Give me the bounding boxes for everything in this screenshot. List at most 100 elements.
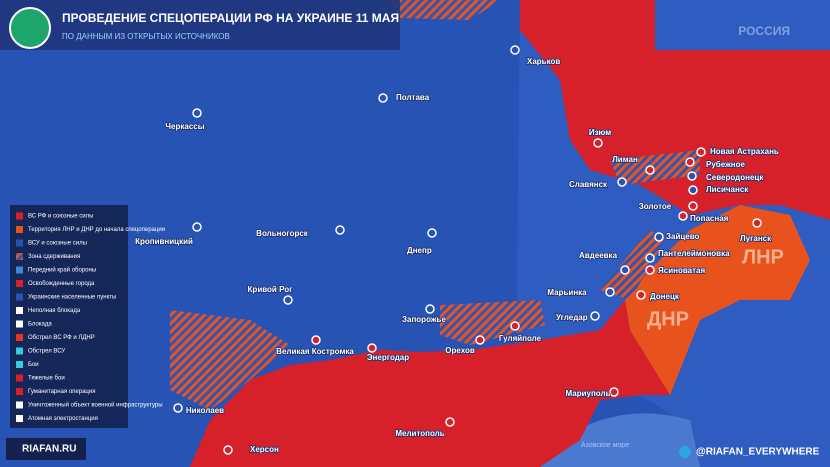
city-marker	[654, 232, 664, 242]
legend-swatch	[16, 374, 23, 382]
city-label: Изюм	[589, 128, 611, 137]
city-label: Полтава	[396, 93, 430, 102]
city-marker	[687, 171, 697, 181]
legend-swatch	[16, 347, 23, 355]
legend-label: Зона сдерживания	[28, 254, 80, 260]
city-label: Мариуполь	[566, 389, 611, 398]
legend-swatch	[16, 239, 23, 247]
city-marker	[605, 287, 615, 297]
legend-label: Передний край обороны	[28, 267, 96, 274]
city-label: Золотое	[639, 202, 672, 211]
city-label: Вольногорск	[256, 229, 309, 238]
city-marker	[593, 138, 603, 148]
legend-label: Блокада	[28, 322, 52, 328]
city-label: Харьков	[527, 57, 560, 66]
city-marker	[311, 335, 321, 345]
legend-box	[10, 205, 128, 428]
city-label: Черкассы	[165, 122, 204, 131]
city-marker	[335, 225, 345, 235]
city-marker	[609, 387, 619, 397]
city-label: Кривой Рог	[248, 285, 294, 294]
city-label: Великая Костромка	[276, 347, 354, 356]
russian-controlled	[655, 50, 830, 220]
city-label: Ясиноватая	[658, 266, 705, 275]
city-label: Северодонецк	[706, 173, 764, 182]
city-label: Гуляйполе	[499, 334, 542, 343]
legend-label: ВСУ и союзные силы	[28, 241, 87, 247]
sea-label: Азовское море	[581, 442, 629, 449]
city-marker	[685, 157, 695, 167]
city-label: Рубежное	[706, 160, 745, 169]
legend-swatch	[16, 320, 23, 328]
lnr-dnr-territory	[625, 205, 810, 395]
legend-swatch	[16, 253, 23, 260]
russian-controlled	[190, 300, 670, 467]
city-label: Лиман	[612, 155, 638, 164]
city-label: Славянск	[569, 180, 608, 189]
legend-label: Уничтоженный объект военной инфраструкту…	[28, 402, 163, 409]
legend-label: Атомная электростанция	[28, 416, 98, 422]
city-label: Николаев	[186, 406, 224, 415]
legend-swatch	[16, 266, 23, 274]
containment-zone	[170, 0, 700, 410]
subtitle: ПО ДАННЫМ ИЗ ОТКРЫТЫХ ИСТОЧНИКОВ	[62, 32, 230, 41]
city-marker	[425, 304, 435, 314]
city-label: Марьинка	[547, 288, 587, 297]
city-label: Авдеевка	[579, 251, 618, 260]
country-label: РОССИЯ	[738, 24, 790, 38]
city-marker	[445, 417, 455, 427]
city-label: Донецк	[650, 292, 680, 301]
legend-label: Гуманитарная операция	[28, 389, 95, 395]
telegram-icon	[679, 446, 691, 458]
city-marker	[378, 93, 388, 103]
legend-label: Обстрел ВСУ	[28, 349, 65, 355]
footer-box	[6, 438, 86, 460]
city-marker	[636, 290, 646, 300]
legend-swatch	[16, 293, 23, 301]
legend-swatch	[16, 280, 23, 287]
city-marker	[192, 222, 202, 232]
city-marker	[645, 253, 655, 263]
city-label: Запорожье	[402, 315, 446, 324]
legend-label: Неполная блокада	[28, 308, 81, 314]
city-label: Угледар	[556, 313, 588, 322]
city-marker	[427, 228, 437, 238]
legend-swatch	[16, 307, 23, 314]
region-label: ДНР	[647, 308, 689, 330]
city-marker	[510, 45, 520, 55]
city-label: Зайцево	[666, 232, 700, 241]
city-marker	[510, 321, 520, 331]
city-marker	[192, 108, 202, 118]
city-marker	[678, 211, 688, 221]
title: ПРОВЕДЕНИЕ СПЕЦОПЕРАЦИИ РФ НА УКРАИНЕ 11…	[62, 11, 399, 25]
city-label: Луганск	[740, 234, 772, 243]
legend-label: Украинские населенные пункты	[28, 295, 116, 301]
legend-label: Обстрел ВС РФ и ЛДНР	[28, 335, 95, 341]
city-marker	[620, 265, 630, 275]
city-label: Лисичанск	[706, 185, 749, 194]
city-label: Новая Астрахань	[710, 147, 779, 156]
legend-label: Бои	[28, 362, 39, 368]
city-marker	[645, 265, 655, 275]
legend-swatch	[16, 415, 23, 422]
legend-swatch	[16, 401, 23, 409]
handle: @RIAFAN_EVERYWHERE	[696, 447, 820, 458]
sea	[540, 413, 700, 467]
city-marker	[475, 335, 485, 345]
legend-label: Тяжелые бои	[28, 376, 65, 382]
legend-swatch	[16, 212, 23, 220]
city-marker	[283, 295, 293, 305]
city-marker	[688, 201, 698, 211]
legend-label: Освобожденные города	[28, 281, 95, 287]
city-marker	[617, 177, 627, 187]
legend-swatch	[16, 226, 23, 233]
city-marker	[752, 218, 762, 228]
city-label: Мелитополь	[395, 429, 444, 438]
legend-swatch	[16, 334, 23, 341]
header-bar	[0, 0, 400, 50]
city-marker	[645, 165, 655, 175]
city-label: Энергодар	[367, 353, 409, 362]
legend-swatch	[16, 361, 23, 368]
city-marker	[223, 445, 233, 455]
